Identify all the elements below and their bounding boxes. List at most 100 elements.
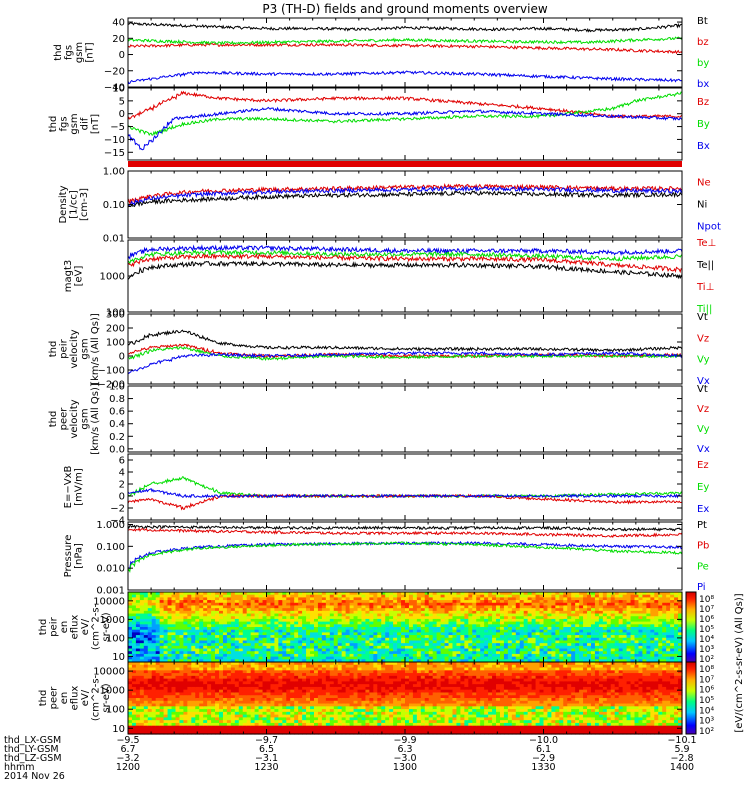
spectrogram-cell: [602, 653, 608, 658]
spectrogram-cell: [246, 645, 252, 650]
spectrogram-cell: [159, 637, 165, 642]
spectrogram-cell: [551, 597, 556, 601]
spectrogram-cell: [329, 624, 335, 628]
spectrogram-cell: [215, 725, 220, 730]
spectrogram-cell: [135, 594, 141, 598]
spectrogram-cell: [219, 675, 224, 680]
spectrogram-cell: [579, 618, 584, 623]
spectrogram-cell: [618, 613, 624, 617]
spectrogram-cell: [614, 656, 620, 660]
spectrogram-cell: [405, 648, 410, 652]
spectrogram-cell: [171, 602, 177, 607]
spectrogram-cell: [658, 618, 663, 623]
spectrogram-cell: [250, 605, 256, 609]
spectrogram-cell: [594, 613, 600, 617]
spectrogram-cell: [278, 592, 283, 596]
spectrogram-cell: [523, 651, 529, 655]
spectrogram-cell: [385, 594, 390, 598]
spectrogram-cell: [365, 618, 370, 623]
spectrogram-cell: [397, 613, 402, 617]
spectrogram-cell: [222, 689, 228, 694]
spectrogram-cell: [480, 632, 485, 636]
spectrogram-cell: [258, 592, 264, 596]
spectrogram-cell: [598, 640, 604, 644]
spectrogram-cell: [602, 605, 608, 609]
spectrogram-cell: [179, 659, 184, 663]
y-tick-label: 1000: [100, 615, 125, 626]
spectrogram-cell: [155, 725, 161, 730]
spectrogram-cell: [408, 659, 414, 663]
spectrogram-cell: [381, 651, 386, 655]
spectrogram-cell: [365, 643, 370, 647]
spectrogram-cell: [139, 728, 145, 732]
spectrogram-cell: [492, 659, 497, 663]
spectrogram-cell: [365, 600, 370, 604]
spectrogram-cell: [626, 637, 632, 642]
spectrogram-cell: [492, 632, 497, 636]
spectrogram-cell: [234, 605, 240, 609]
spectrogram-cell: [432, 624, 438, 628]
spectrogram-cell: [484, 624, 489, 628]
spectrogram-cell: [373, 645, 378, 650]
spectrogram-cell: [203, 635, 208, 639]
spectrogram-cell: [219, 640, 224, 644]
spectrogram-cell: [654, 635, 659, 639]
spectrogram-cell: [658, 594, 663, 598]
spectrogram-cell: [464, 618, 469, 623]
spectrogram-cell: [167, 656, 173, 660]
spectrogram-cell: [234, 624, 240, 628]
spectrogram-cell: [179, 731, 184, 735]
spectrogram-cell: [195, 597, 200, 601]
spectrogram-cell: [341, 613, 347, 617]
spectrogram-cell: [333, 624, 339, 628]
spectrogram-cell: [242, 624, 248, 628]
spectrogram-cell: [171, 675, 177, 680]
legend-Vx: Vx: [697, 444, 710, 455]
spectrogram-cell: [183, 703, 188, 707]
spectrogram-cell: [432, 594, 438, 598]
spectrogram-cell: [250, 635, 256, 639]
spectrogram-cell: [167, 645, 173, 650]
spectrogram-cell: [234, 659, 240, 663]
spectrogram-cell: [401, 597, 406, 601]
spectrogram-cell: [456, 627, 461, 631]
spectrogram-cell: [128, 653, 133, 658]
spectrogram-cell: [258, 618, 264, 623]
spectrogram-cell: [222, 720, 228, 724]
spectrogram-cell: [499, 613, 505, 617]
spectrogram-cell: [484, 605, 489, 609]
spectrogram-cell: [452, 605, 458, 609]
spectrogram-cell: [436, 608, 442, 612]
spectrogram-cell: [519, 651, 525, 655]
spectrogram-cell: [195, 717, 200, 721]
spectrogram-cell: [179, 651, 184, 655]
spectrogram-cell: [646, 602, 651, 607]
spectrogram-cell: [511, 629, 517, 633]
spectrogram-cell: [195, 600, 200, 604]
spectrogram-cell: [448, 645, 454, 650]
spectrogram-cell: [456, 632, 461, 636]
spectrogram-cell: [226, 651, 232, 655]
spectrogram-cell: [290, 610, 295, 615]
y-tick-label: 300: [106, 310, 125, 321]
spectrogram-cell: [432, 592, 438, 596]
spectrogram-cell: [274, 653, 279, 658]
spectrogram-cell: [219, 659, 224, 663]
spectrogram-cell: [203, 629, 208, 633]
spectrogram-cell: [444, 643, 450, 647]
spectrogram-cell: [630, 645, 636, 650]
spectrogram-cell: [207, 711, 212, 716]
spectrogram-cell: [670, 637, 675, 642]
spectrogram-cell: [369, 640, 374, 644]
spectrogram-cell: [492, 637, 497, 642]
spectrogram-cell: [199, 664, 204, 669]
spectrogram-cell: [321, 592, 327, 596]
spectrogram-cell: [357, 616, 363, 620]
spectrogram-cell: [159, 706, 165, 710]
spectrogram-cell: [638, 645, 644, 650]
spectrogram-cell: [674, 629, 679, 633]
spectrogram-cell: [155, 600, 161, 604]
spectrogram-cell: [460, 637, 465, 642]
spectrogram-cell: [211, 692, 216, 696]
spectrogram-cell: [583, 656, 588, 660]
